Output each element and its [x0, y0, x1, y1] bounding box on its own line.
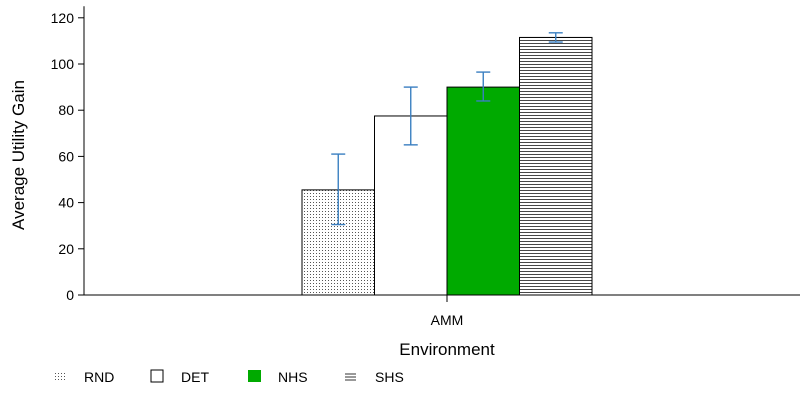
y-tick-label: 120 [51, 10, 75, 26]
y-tick-label: 60 [58, 148, 74, 164]
x-tick-label: AMM [431, 312, 464, 328]
legend-label: DET [181, 369, 209, 385]
legend-label: RND [84, 369, 114, 385]
x-axis-label: Environment [399, 340, 495, 359]
y-tick-label: 100 [51, 56, 75, 72]
y-tick-label: 80 [58, 102, 74, 118]
legend-swatch [150, 369, 164, 383]
y-axis-label: Average Utility Gain [9, 80, 28, 230]
bar-shs [519, 36, 593, 296]
legend-label: SHS [375, 369, 404, 385]
tick-labels: 0 20 40 60 80 100 120 AMM [51, 10, 464, 328]
legend-item-shs: SHS [345, 369, 404, 385]
y-tick-label: 0 [66, 287, 74, 303]
legend-item-rnd: RND [54, 369, 114, 385]
error-bar-rnd [331, 153, 346, 226]
legend: RND DET NHS SHS [54, 369, 404, 385]
bars [301, 36, 593, 296]
error-bar-det [403, 86, 418, 146]
error-bars [331, 32, 563, 226]
error-bar-nhs [476, 71, 491, 102]
bar-nhs [446, 86, 520, 296]
legend-swatch [54, 371, 66, 382]
legend-item-nhs: NHS [248, 369, 308, 385]
legend-swatch [248, 370, 261, 382]
y-tick-label: 40 [58, 195, 74, 211]
legend-label: NHS [278, 369, 308, 385]
error-bar-shs [548, 32, 563, 43]
y-tick-label: 20 [58, 241, 74, 257]
legend-item-det: DET [150, 369, 209, 385]
